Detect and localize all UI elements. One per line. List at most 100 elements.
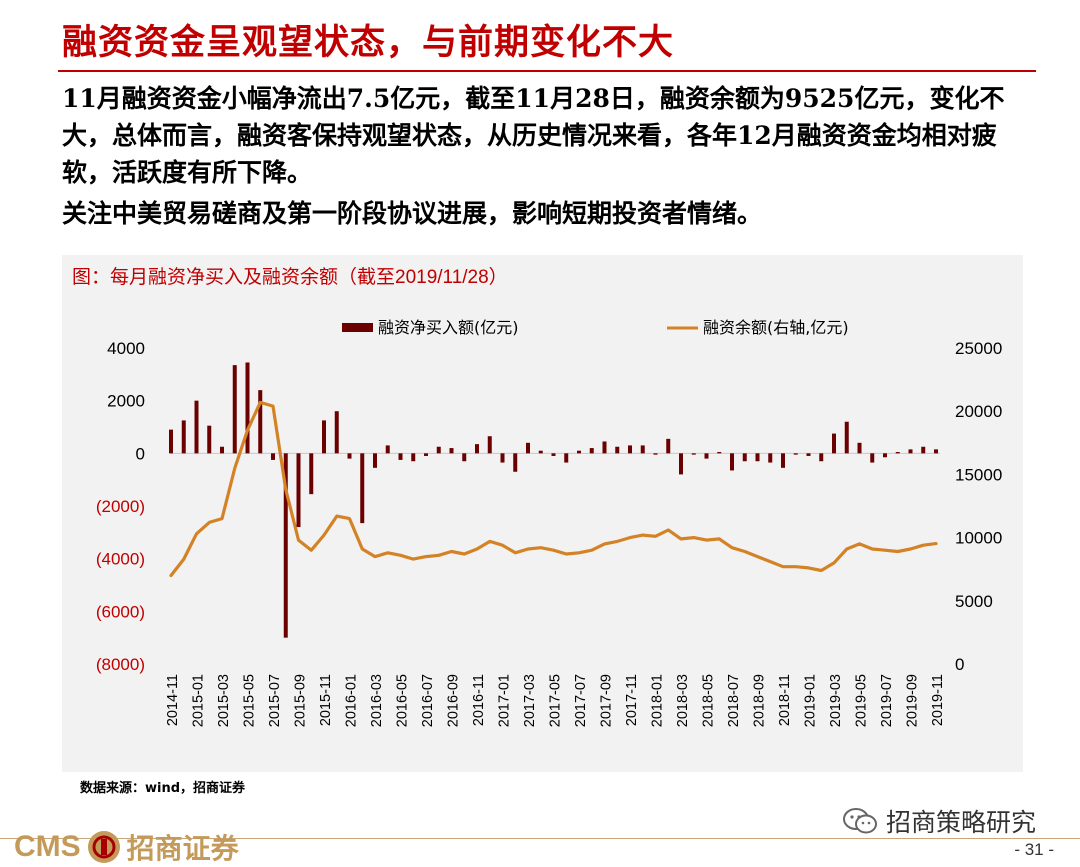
net-buy-bar (424, 453, 428, 456)
chart-plot: 400020000(2000)(4000)(6000)(8000)2500020… (96, 318, 1002, 727)
title-underline (58, 70, 1036, 72)
left-axis-tick-label: (4000) (96, 550, 145, 569)
x-axis-tick-label: 2018-03 (675, 674, 691, 727)
x-axis-tick-label: 2016-09 (446, 674, 462, 727)
x-axis-tick-label: 2018-01 (650, 674, 666, 727)
net-buy-bar (934, 449, 938, 454)
x-axis-tick-label: 2016-11 (471, 674, 487, 726)
net-buy-bar (194, 400, 199, 454)
net-buy-bar (564, 453, 569, 463)
net-buy-bar (628, 445, 632, 454)
net-buy-bar (844, 421, 849, 454)
net-buy-bar (615, 446, 620, 454)
net-buy-bar (589, 448, 594, 454)
net-buy-bar (398, 453, 403, 460)
left-axis-tick-label: (6000) (96, 602, 145, 621)
x-axis-tick-label: 2019-05 (854, 674, 870, 727)
net-buy-bar (602, 441, 607, 454)
net-buy-bar (296, 453, 301, 528)
margin-balance-line (169, 400, 938, 578)
net-buy-bar (640, 445, 645, 454)
net-buy-bar (385, 445, 390, 454)
x-axis-tick-label: 2015-09 (293, 674, 309, 727)
legend-label-balance: 融资余额(右轴,亿元) (703, 318, 849, 337)
right-axis-tick-label: 5000 (955, 592, 993, 611)
net-buy-bar (347, 453, 352, 459)
x-axis-tick-label: 2015-07 (267, 674, 283, 727)
net-buy-bar (271, 453, 275, 460)
x-axis-tick-label: 2019-07 (879, 674, 895, 727)
legend-swatch-net-buy (342, 323, 373, 332)
net-buy-bar (475, 444, 479, 454)
x-axis-tick-label: 2017-03 (522, 674, 538, 727)
net-buy-bar (857, 442, 862, 454)
x-axis-tick-label: 2019-01 (803, 674, 819, 727)
x-axis-tick-label: 2017-11 (624, 674, 640, 726)
net-buy-bar (169, 429, 173, 454)
net-buy-bar (181, 420, 186, 454)
net-buy-bar (220, 446, 224, 454)
right-axis-tick-label: 0 (955, 655, 964, 674)
focus-paragraph: 关注中美贸易磋商及第一阶段协议进展，影响短期投资者情绪。 (62, 199, 763, 228)
net-buy-bar (781, 453, 785, 468)
x-axis-tick-label: 2017-09 (599, 674, 615, 727)
cms-logo: CMS 招商证券 (14, 827, 239, 867)
cms-emblem-icon (87, 831, 120, 863)
net-buy-bar (908, 449, 913, 454)
net-buy-bar (462, 453, 467, 462)
net-buy-bar (793, 453, 798, 455)
net-buy-bar (742, 453, 747, 462)
logo-text-en: CMS (14, 830, 81, 863)
right-axis-tick-label: 20000 (955, 402, 1002, 421)
footer-rule (0, 838, 1080, 839)
wechat-account: 招商策略研究 (842, 803, 1036, 839)
net-buy-bar (691, 453, 696, 455)
net-buy-bar (232, 365, 237, 454)
x-axis-tick-label: 2015-11 (318, 674, 334, 726)
net-buy-bar (679, 453, 683, 475)
x-axis-tick-label: 2017-07 (573, 674, 589, 727)
net-buy-bar (449, 448, 454, 454)
net-buy-bar (334, 411, 339, 454)
left-axis-tick-label: 4000 (107, 339, 145, 358)
logo-text-cn: 招商证券 (126, 832, 239, 865)
net-buy-bar (551, 453, 556, 456)
chart-title: 图：每月融资净买入及融资余额（截至2019/11/28） (72, 267, 508, 288)
right-axis-tick-label: 15000 (955, 465, 1002, 484)
net-buy-bar (258, 390, 263, 454)
net-buy-bar (806, 453, 811, 456)
net-buy-bar (870, 453, 875, 463)
net-buy-bar (513, 453, 518, 472)
net-buy-bar (832, 433, 836, 454)
x-axis-tick-label: 2015-01 (191, 674, 207, 727)
net-buy-bar (526, 442, 530, 454)
net-buy-bar (895, 452, 900, 454)
net-buy-bar (653, 453, 658, 455)
x-axis-tick-label: 2016-05 (395, 674, 411, 727)
net-buy-bar (730, 453, 734, 471)
net-buy-bar (487, 436, 492, 454)
x-axis-tick-label: 2018-09 (752, 674, 768, 727)
x-axis-tick-label: 2019-11 (930, 674, 946, 726)
left-axis-tick-label: 0 (136, 444, 145, 463)
x-axis-tick-label: 2019-09 (905, 674, 921, 727)
net-buy-bar (755, 453, 760, 462)
net-buy-bar (819, 453, 824, 462)
x-axis-tick-label: 2017-05 (548, 674, 564, 727)
net-buy-bar (883, 453, 887, 458)
net-buy-bar (373, 453, 377, 468)
wechat-icon (843, 808, 877, 834)
net-buy-bar (283, 453, 288, 638)
x-axis-tick-label: 2018-11 (777, 674, 793, 726)
left-axis-tick-label: 2000 (107, 392, 145, 411)
x-axis-tick-label: 2018-05 (701, 674, 717, 727)
x-axis-tick-label: 2016-01 (344, 674, 360, 727)
net-buy-bar (704, 453, 709, 459)
net-buy-bar (207, 425, 212, 454)
legend-label-net-buy: 融资净买入额(亿元) (378, 318, 519, 337)
data-source-note: 数据来源：wind，招商证券 (80, 781, 246, 796)
net-buy-bar (768, 453, 773, 463)
x-axis-tick-label: 2014-11 (165, 674, 181, 726)
net-buy-bar (411, 453, 416, 462)
x-axis-tick-label: 2019-03 (828, 674, 844, 727)
